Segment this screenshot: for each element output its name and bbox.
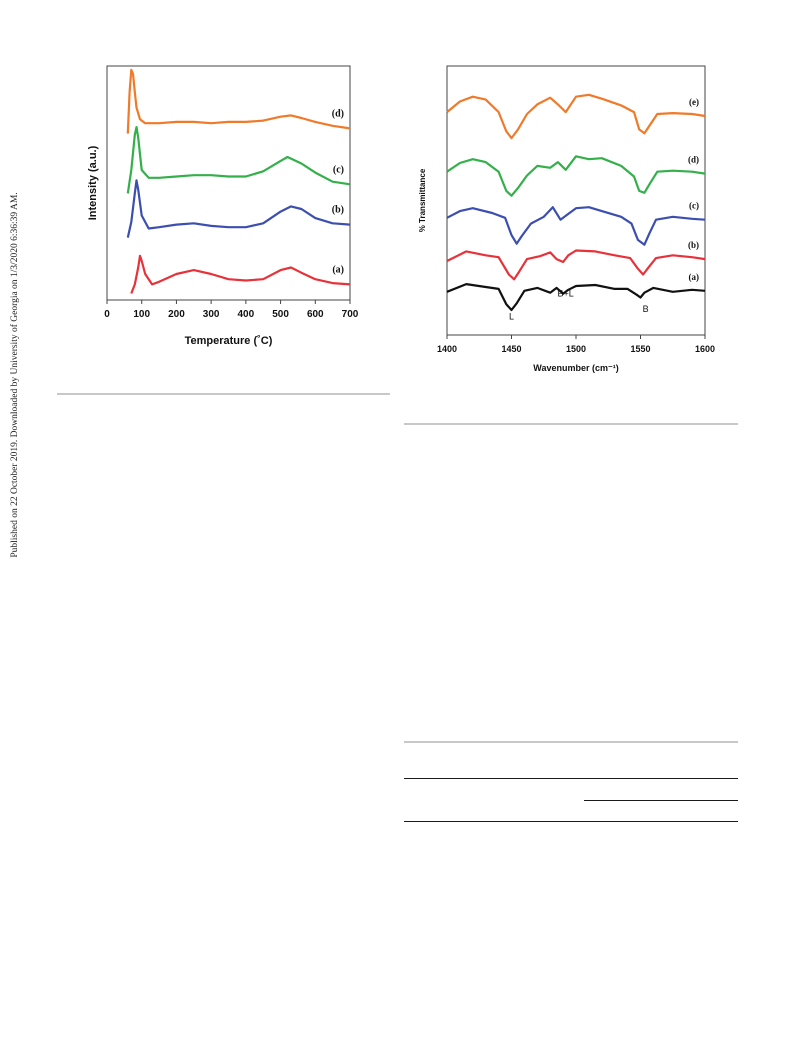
ftir-chart: 1400 1450 1500 1550 1600 Wavenumber (cm⁻¹) % T… bbox=[415, 55, 735, 380]
x-tick-label: 100 bbox=[133, 309, 150, 320]
x-tick-label: 1600 bbox=[695, 344, 715, 354]
divider-right-2 bbox=[404, 741, 738, 743]
peak-annotation: B bbox=[643, 304, 649, 314]
series-label: (b) bbox=[688, 240, 699, 250]
x-tick-label: 0 bbox=[104, 309, 110, 320]
table-rule-bottom bbox=[404, 821, 738, 822]
series-line-2 bbox=[446, 206, 706, 246]
plot-frame bbox=[106, 65, 351, 301]
tpd-chart: 0 100 200 300 400 500 600 700 Temperature (˚C) In… bbox=[60, 55, 380, 355]
series-label: (a) bbox=[332, 264, 344, 275]
x-tick-label: 400 bbox=[238, 309, 255, 320]
series-line-3 bbox=[126, 68, 351, 134]
series-line-0 bbox=[130, 254, 351, 294]
x-tick-label: 600 bbox=[307, 309, 324, 320]
x-axis-label: Wavenumber (cm⁻¹) bbox=[533, 363, 618, 373]
x-tick-label: 1400 bbox=[437, 344, 457, 354]
divider-right-1 bbox=[404, 423, 738, 425]
series-label: (c) bbox=[689, 201, 699, 211]
series-line-1 bbox=[126, 179, 351, 238]
x-tick-label: 1450 bbox=[501, 344, 521, 354]
table-rule-middle bbox=[584, 800, 738, 801]
publication-sidebar: Published on 22 October 2019. Downloaded… bbox=[4, 120, 26, 640]
x-tick-label: 200 bbox=[168, 309, 185, 320]
series-line-4 bbox=[446, 93, 706, 140]
x-tick-label: 700 bbox=[342, 309, 359, 320]
sidebar-text: Published on 22 October 2019. Downloaded… bbox=[10, 192, 20, 558]
divider-left bbox=[57, 393, 390, 395]
chart-svg: 0 100 200 300 400 500 600 700 Temperature (˚C) In… bbox=[87, 65, 359, 347]
x-tick-label: 1500 bbox=[566, 344, 586, 354]
series-label: (d) bbox=[332, 108, 344, 119]
series-label: (e) bbox=[689, 97, 699, 107]
peak-annotation: B+L bbox=[558, 289, 574, 299]
series-line-3 bbox=[446, 155, 706, 197]
series-line-2 bbox=[126, 126, 351, 194]
x-tick-label: 500 bbox=[272, 309, 289, 320]
series-label: (a) bbox=[689, 272, 700, 282]
peak-annotation: L bbox=[509, 312, 514, 322]
x-tick-label: 300 bbox=[203, 309, 220, 320]
x-axis-label: Temperature (˚C) bbox=[185, 335, 273, 347]
y-axis-label: Intensity (a.u.) bbox=[87, 145, 99, 220]
series-label: (d) bbox=[688, 155, 699, 165]
x-tick-label: 1550 bbox=[630, 344, 650, 354]
series-line-0 bbox=[446, 283, 706, 312]
series-label: (c) bbox=[333, 164, 344, 175]
series-label: (b) bbox=[332, 205, 344, 216]
y-axis-label: % Transmittance bbox=[418, 168, 427, 232]
plot-frame bbox=[446, 65, 706, 336]
chart-svg: 1400 1450 1500 1550 1600 Wavenumber (cm⁻¹) % T… bbox=[418, 65, 715, 373]
series-line-1 bbox=[446, 249, 706, 281]
table-rule-top bbox=[404, 778, 738, 779]
